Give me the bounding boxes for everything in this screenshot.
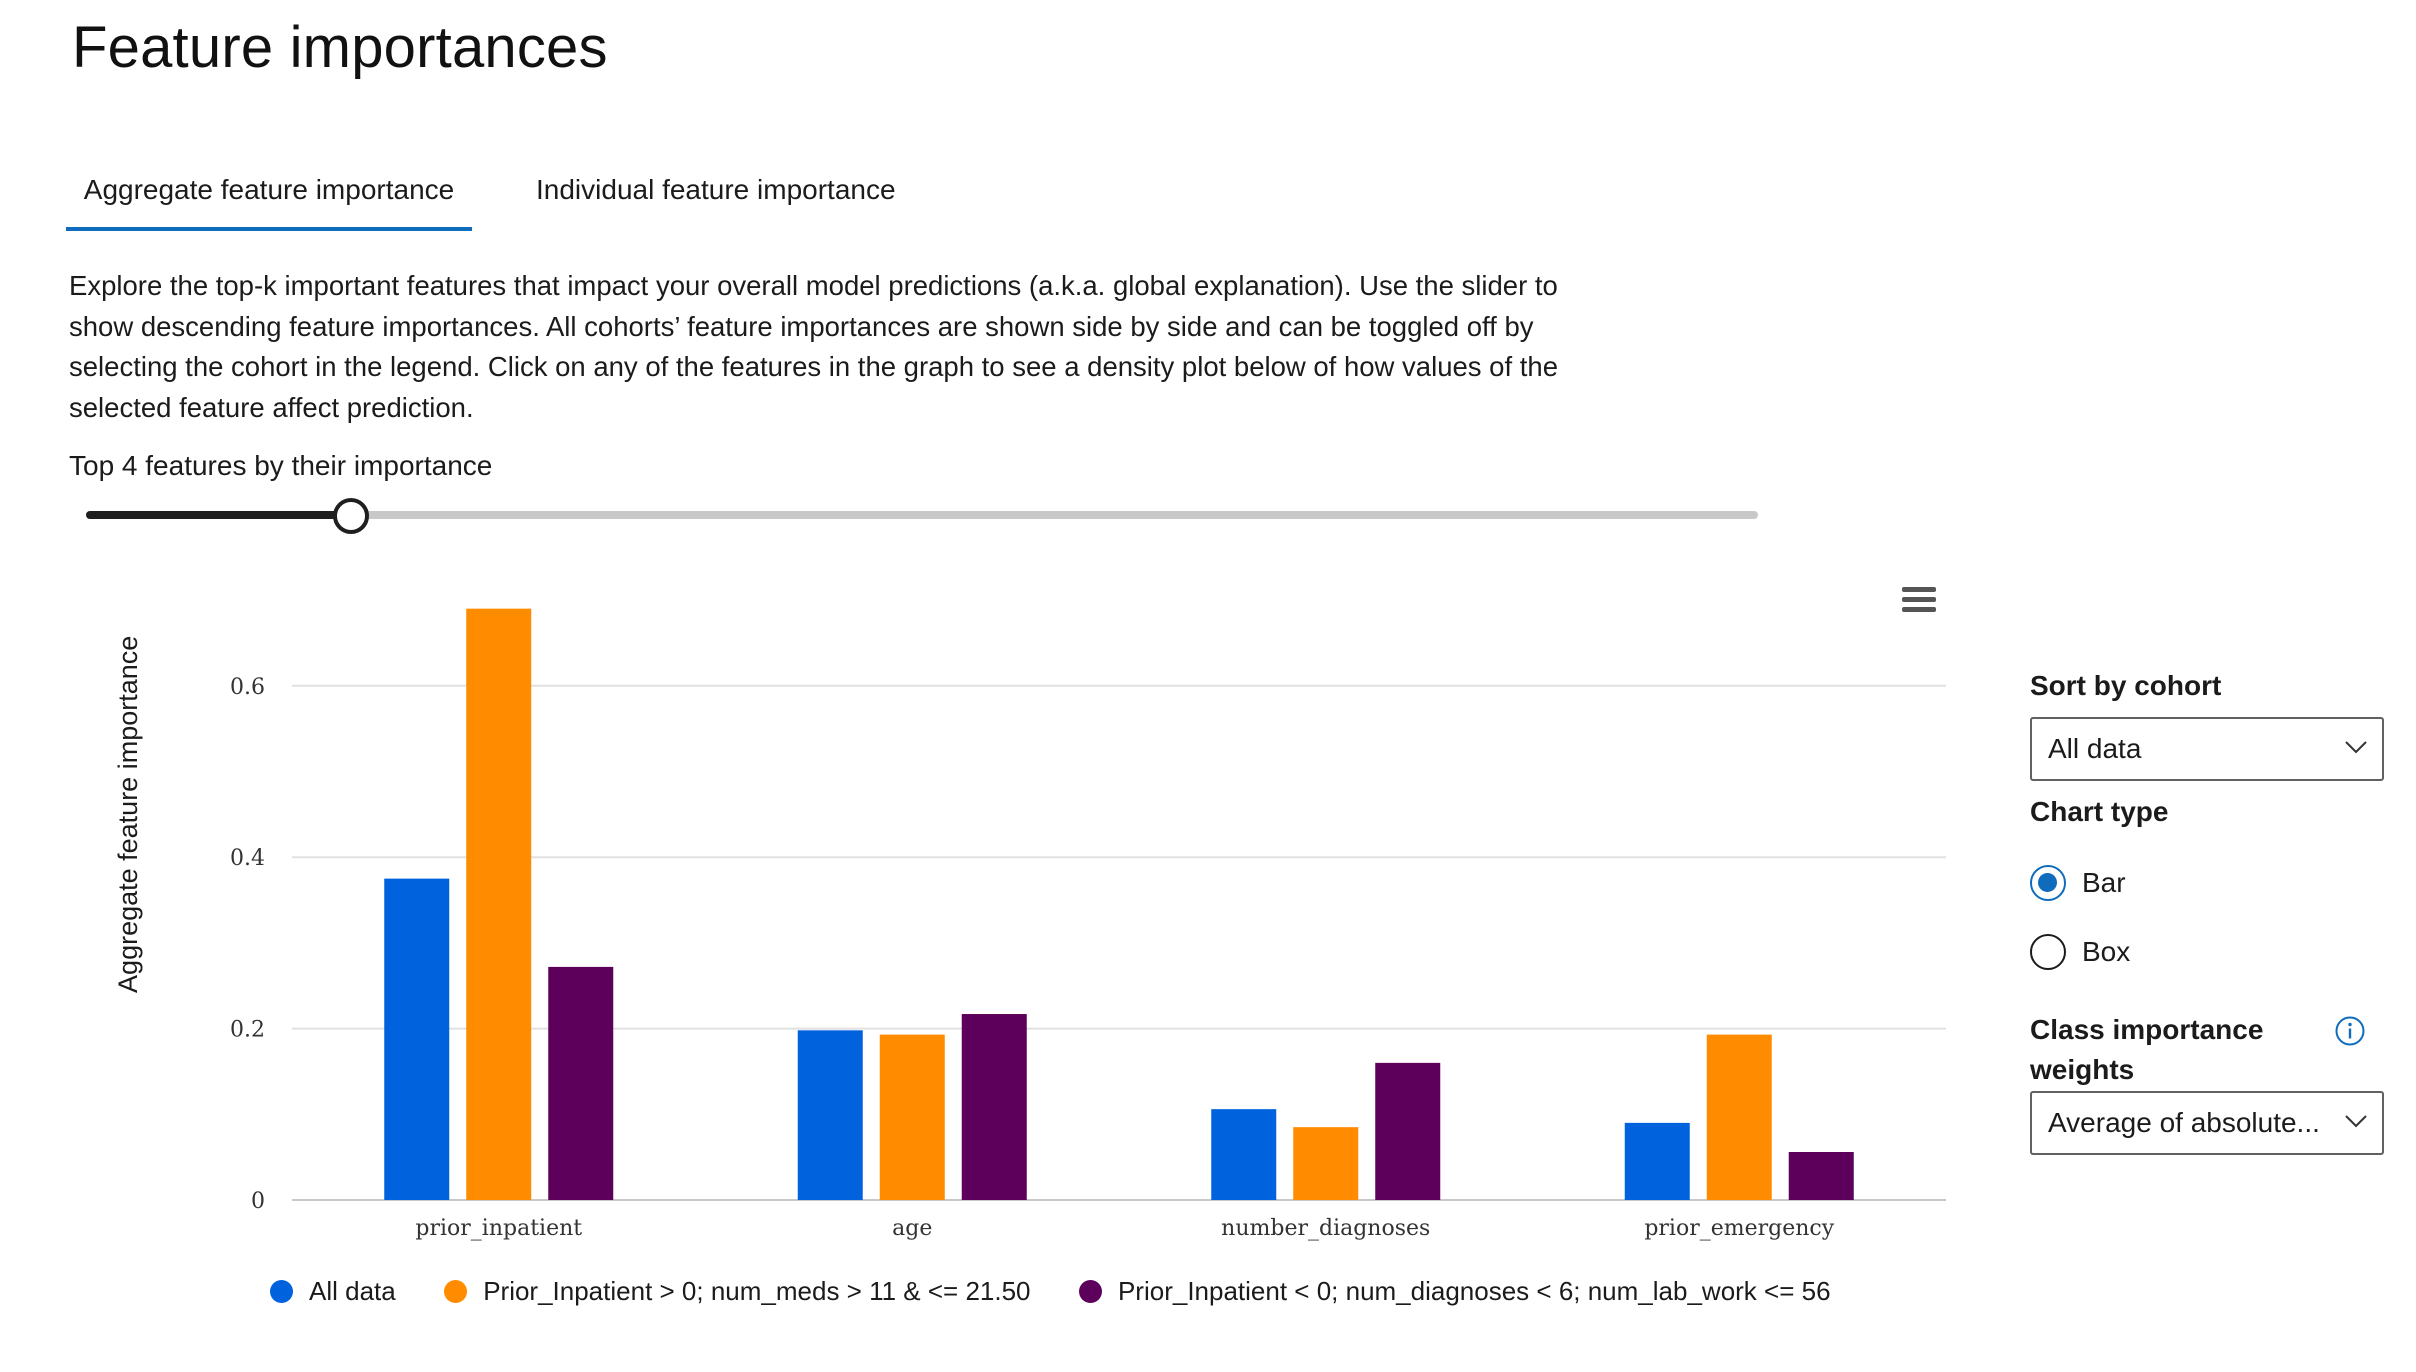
bar-age-series-1[interactable]	[879, 1034, 945, 1200]
slider-track[interactable]	[86, 511, 1758, 519]
bar-number-diagnoses-series-1[interactable]	[1293, 1127, 1359, 1200]
chart-type-box-radio[interactable]: Box	[2030, 932, 2130, 972]
legend-label-all-data: All data	[309, 1276, 396, 1306]
feature-importance-bar-chart: 0 0.2 0.4 0.6 Aggregate feature importance pr…	[113, 608, 1946, 1241]
x-tick-label[interactable]: prior_inpatient	[415, 1216, 582, 1241]
slider-label: Top 4 features by their importance	[69, 450, 493, 481]
chevron-down-icon	[2345, 741, 2367, 754]
class-importance-dropdown[interactable]: Average of absolute...	[2030, 1091, 2384, 1155]
x-tick-label[interactable]: age	[892, 1216, 932, 1241]
tab-individual-feature-importance[interactable]: Individual feature importance	[536, 174, 896, 205]
x-tick-label[interactable]: prior_emergency	[1644, 1216, 1834, 1241]
sort-by-cohort-dropdown[interactable]: All data	[2030, 717, 2384, 781]
bar-prior-inpatient-series-0[interactable]	[384, 878, 450, 1200]
radio-unchecked-icon	[2030, 934, 2066, 970]
bar-age-series-0[interactable]	[797, 1030, 863, 1200]
legend-label-cohort-high: Prior_Inpatient > 0; num_meds > 11 & <= …	[483, 1276, 1031, 1306]
tab-bar: Aggregate feature importance Individual …	[66, 165, 1066, 231]
bar-prior-emergency-series-0[interactable]	[1624, 1122, 1690, 1200]
y-tick-label: 0.2	[230, 1018, 265, 1043]
legend-item-cohort-high[interactable]: Prior_Inpatient > 0; num_meds > 11 & <= …	[444, 1276, 1031, 1307]
legend-dot-cohort-low	[1078, 1280, 1102, 1303]
legend-dot-all-data	[270, 1280, 293, 1303]
bar-prior-emergency-series-2[interactable]	[1788, 1152, 1854, 1200]
bar-prior-inpatient-series-1[interactable]	[466, 608, 532, 1200]
y-tick-label: 0	[251, 1189, 265, 1214]
bar-number-diagnoses-series-2[interactable]	[1375, 1062, 1441, 1200]
y-axis-title: Aggregate feature importance	[113, 636, 143, 993]
page-title: Feature importances	[72, 15, 608, 80]
legend-label-cohort-low: Prior_Inpatient < 0; num_diagnoses < 6; …	[1117, 1276, 1831, 1306]
chart-type-bar-label: Bar	[2082, 867, 2126, 898]
bar-prior-emergency-series-1[interactable]	[1706, 1034, 1772, 1200]
tab-aggregate-feature-importance[interactable]: Aggregate feature importance	[66, 165, 472, 231]
class-importance-value: Average of absolute...	[2048, 1107, 2320, 1138]
radio-checked-icon	[2030, 865, 2066, 901]
class-importance-label: Class importance	[2030, 1014, 2264, 1045]
sort-by-cohort-value: All data	[2048, 733, 2142, 764]
hamburger-menu-icon[interactable]	[1902, 585, 1940, 615]
bar-prior-inpatient-series-2[interactable]	[548, 966, 614, 1200]
chart-type-bar-radio[interactable]: Bar	[2030, 863, 2126, 903]
x-tick-label[interactable]: number_diagnoses	[1221, 1216, 1430, 1241]
class-importance-label-weights: weights	[2030, 1054, 2135, 1085]
legend-item-cohort-low[interactable]: Prior_Inpatient < 0; num_diagnoses < 6; …	[1078, 1276, 1831, 1307]
slider-thumb[interactable]	[333, 498, 369, 534]
info-icon[interactable]	[2334, 1015, 2366, 1047]
chart-type-label: Chart type	[2030, 796, 2169, 827]
bar-age-series-2[interactable]	[961, 1014, 1027, 1200]
chart-legend: All data Prior_Inpatient > 0; num_meds >…	[270, 1276, 1875, 1316]
y-tick-label: 0.6	[230, 675, 265, 700]
y-tick-label: 0.4	[230, 846, 265, 871]
bar-number-diagnoses-series-0[interactable]	[1211, 1109, 1277, 1200]
legend-item-all-data[interactable]: All data	[270, 1276, 396, 1307]
chevron-down-icon	[2345, 1115, 2367, 1128]
sort-by-cohort-label: Sort by cohort	[2030, 670, 2222, 701]
description-text: Explore the top-k important features tha…	[69, 270, 1558, 423]
slider-fill	[86, 511, 350, 519]
legend-dot-cohort-high	[444, 1280, 468, 1303]
chart-type-box-label: Box	[2082, 936, 2131, 967]
